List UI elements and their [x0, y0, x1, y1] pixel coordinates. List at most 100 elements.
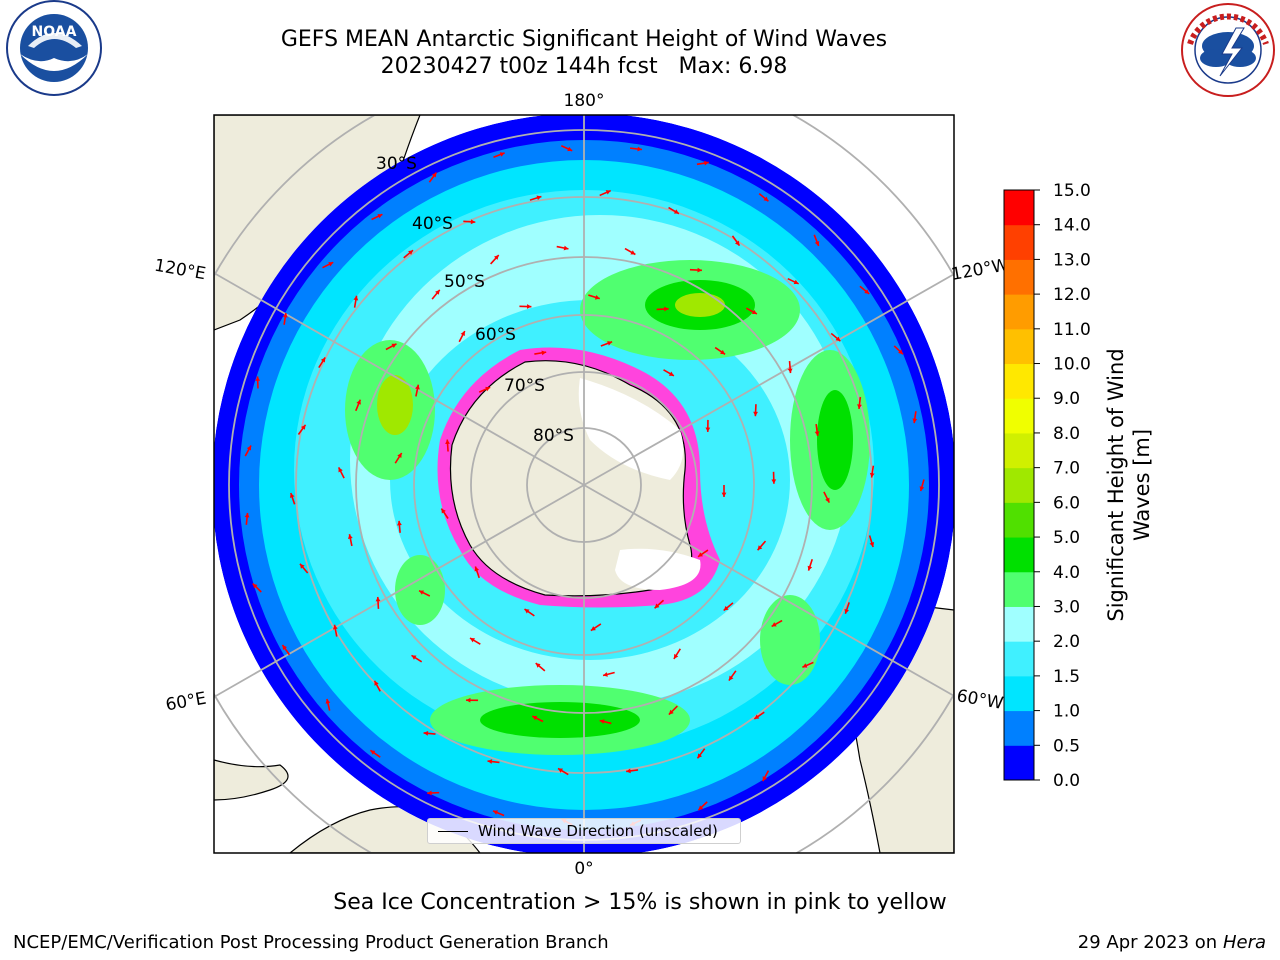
wave-direction-arrow-head	[493, 810, 498, 815]
wave-direction-arrow-head	[869, 472, 875, 478]
wave-direction-arrow-head	[607, 341, 613, 346]
colorbar-tick-label: 15.0	[1053, 181, 1091, 201]
wave-direction-arrow-head	[763, 196, 769, 202]
colorbar-tick-label: 3.0	[1053, 597, 1080, 617]
wave-direction-arrow-head	[397, 520, 402, 526]
lat-label-50s: 50°S	[444, 272, 485, 292]
wave-direction-arrow-head	[300, 424, 306, 430]
colorbar-border	[1003, 189, 1035, 781]
wave-direction-arrow-head	[408, 250, 414, 255]
wave-direction-arrow-head	[445, 439, 450, 445]
date-text: 29 Apr 2023 on	[1077, 932, 1223, 953]
wave-direction-arrow-head	[844, 608, 850, 614]
wave-direction-arrow-head	[654, 603, 660, 609]
lon-label-180: 180°	[564, 91, 605, 111]
colorbar-segment	[1004, 745, 1034, 781]
lon-label-120e: 120°E	[153, 256, 207, 285]
colorbar-segment	[1004, 675, 1034, 712]
legend-label: Wind Wave Direction (unscaled)	[478, 822, 718, 840]
date-line: 29 Apr 2023 on Hera	[1078, 932, 1266, 953]
lat-label-80s: 80°S	[533, 426, 574, 446]
wave-direction-arrow-head	[282, 644, 287, 650]
lon-label-0: 0°	[574, 859, 593, 879]
colorbar-segment	[1004, 537, 1034, 573]
wave-direction-arrow-head	[541, 350, 547, 356]
wave-direction-arrow-head	[751, 309, 757, 314]
wave-direction-arrow-head	[814, 431, 820, 436]
wave-direction-arrow-head	[441, 508, 446, 514]
wave-direction-arrow-head	[557, 768, 563, 773]
colorbar-segment	[1004, 259, 1034, 295]
wave-direction-arrow-head	[411, 655, 417, 660]
wave-direction-arrow-head	[535, 663, 541, 668]
wave-direction-arrow-head	[356, 399, 361, 405]
colorbar-segment	[1004, 641, 1034, 677]
wave-direction-arrow-head	[807, 565, 813, 571]
lon-label-120w: 120°W	[950, 255, 1011, 285]
colorbar-tick-label: 6.0	[1053, 493, 1080, 513]
wave-direction-arrow-head	[567, 146, 573, 152]
wave-direction-arrow-head	[353, 295, 359, 301]
wave-direction-arrow-head	[246, 445, 252, 451]
colorbar-title: Significant Height of Wind Waves [m]	[1104, 348, 1154, 621]
wave-direction-arrow-head	[705, 427, 711, 432]
wave-direction-arrow-head	[252, 583, 258, 589]
legend-line-swatch	[438, 830, 468, 832]
wave-direction-arrow-head	[487, 759, 493, 764]
wave-direction-arrow-head	[698, 552, 703, 557]
colorbar-segment	[1004, 606, 1034, 642]
wave-direction-arrow-head	[757, 545, 763, 551]
wave-direction-arrow-head	[377, 214, 383, 219]
colorbar-segment	[1004, 224, 1034, 260]
colorbar-tick-label: 13.0	[1053, 250, 1091, 270]
sea-ice-note: Sea Ice Concentration > 15% is shown in …	[333, 890, 947, 915]
map-title: GEFS MEAN Antarctic Significant Height o…	[280, 27, 888, 52]
wave-direction-arrow-head	[347, 534, 353, 539]
wave-direction-arrow-head	[370, 750, 376, 755]
wave-direction-arrow-head	[415, 384, 420, 390]
colorbar-title-line2: Waves [m]	[1130, 429, 1154, 541]
wave-direction-arrow-head	[793, 279, 799, 285]
colorbar-segment	[1004, 398, 1034, 434]
wave-direction-arrow-head	[762, 776, 767, 782]
colorbar-tick-label: 0.5	[1053, 736, 1080, 756]
wave-direction-arrow-head	[474, 566, 480, 572]
wave-direction-arrow-head	[825, 497, 830, 503]
colorbar-tick-label: 11.0	[1053, 320, 1091, 340]
colorbar-tick-label: 9.0	[1053, 389, 1080, 409]
colorbar-segment	[1004, 571, 1034, 607]
colorbar-tick-label: 1.0	[1053, 702, 1080, 722]
wave-direction-arrow-head	[423, 730, 429, 736]
map-legend: Wind Wave Direction (unscaled)	[427, 818, 741, 844]
wave-direction-arrow-head	[605, 190, 611, 195]
wave-direction-arrow-head	[754, 714, 760, 719]
wave-direction-arrow-head	[244, 512, 250, 518]
wave-direction-arrow-head	[299, 563, 305, 569]
wave-direction-arrow-head	[814, 241, 820, 247]
wave-direction-arrow-head	[835, 336, 841, 342]
wave-direction-arrow-head	[435, 289, 440, 295]
noaa-logo-text: NOAA	[32, 24, 77, 40]
wave-direction-arrow-head	[282, 312, 288, 318]
wave-direction-arrow-head	[431, 172, 437, 178]
wave-direction-arrow-head	[919, 486, 925, 492]
colorbar-segment	[1004, 363, 1034, 399]
wave-direction-arrow-head	[857, 404, 862, 409]
wave-direction-arrow-head	[704, 160, 709, 166]
wave-direction-arrow-head	[289, 492, 295, 498]
wave-direction-arrow-head	[460, 331, 465, 337]
wave-direction-arrow-head	[325, 698, 331, 704]
colorbar-segment	[1004, 294, 1034, 330]
colorbar-segment	[1004, 710, 1034, 746]
machine-name: Hera	[1222, 932, 1266, 953]
lat-label-70s: 70°S	[504, 376, 545, 396]
wave-direction-arrow-head	[603, 672, 608, 677]
nws-logo	[1181, 3, 1275, 97]
wave-direction-arrow-head	[328, 262, 334, 267]
wave-direction-arrow-head	[532, 715, 538, 721]
colorbar-title-line1: Significant Height of Wind	[1104, 348, 1128, 621]
wave-direction-arrow-head	[427, 790, 432, 796]
wave-direction-arrow-head	[397, 453, 402, 459]
wave-direction-arrow-head	[630, 250, 636, 255]
